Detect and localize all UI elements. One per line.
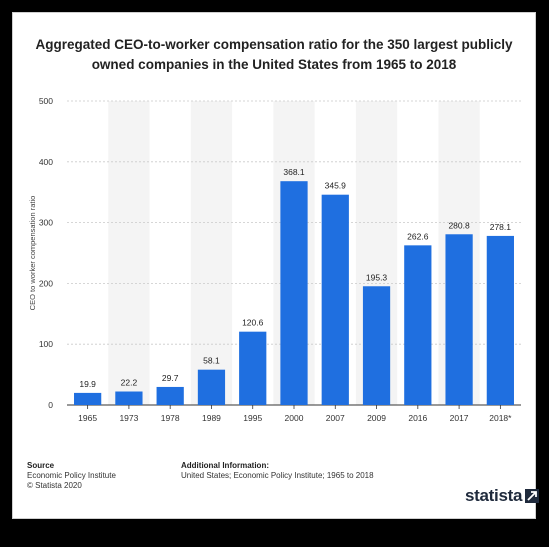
x-tick-label: 1965 bbox=[78, 413, 97, 423]
y-tick-label: 200 bbox=[39, 278, 53, 288]
source-block: Source Economic Policy Institute © Stati… bbox=[27, 461, 116, 491]
bar bbox=[486, 235, 514, 405]
bar bbox=[404, 245, 432, 405]
additional-info-block: Additional Information: United States; E… bbox=[181, 461, 374, 481]
source-label: Source bbox=[27, 461, 55, 470]
x-tick-label: 1989 bbox=[202, 413, 221, 423]
bar bbox=[280, 181, 308, 405]
source-line-2: © Statista 2020 bbox=[27, 481, 82, 490]
bar bbox=[74, 392, 102, 405]
additional-info-text: United States; Economic Policy Institute… bbox=[181, 471, 374, 480]
bar-value-label: 262.6 bbox=[407, 231, 429, 241]
x-tick-label: 1995 bbox=[243, 413, 262, 423]
y-tick-label: 400 bbox=[39, 157, 53, 167]
bar-value-label: 19.9 bbox=[79, 379, 96, 389]
statista-logo-text: statista bbox=[465, 486, 523, 505]
column-band bbox=[108, 101, 150, 405]
x-tick-label: 2000 bbox=[285, 413, 304, 423]
x-tick-label: 2016 bbox=[408, 413, 427, 423]
bar bbox=[445, 234, 473, 405]
y-tick-label: 500 bbox=[39, 96, 53, 106]
x-tick-label: 2007 bbox=[326, 413, 345, 423]
bar bbox=[321, 194, 349, 405]
x-tick-label: 1978 bbox=[161, 413, 180, 423]
bar-chart: 0 100 200 300 400 500 CEO to worker compensati… bbox=[28, 96, 521, 423]
x-tick-label: 2009 bbox=[367, 413, 386, 423]
y-tick-label: 0 bbox=[48, 400, 53, 410]
x-tick-label: 2017 bbox=[450, 413, 469, 423]
bar bbox=[115, 391, 143, 405]
x-tick-label: 1973 bbox=[119, 413, 138, 423]
x-tick-label: 2018* bbox=[489, 413, 512, 423]
bar-value-label: 195.3 bbox=[366, 272, 388, 282]
chart-card: Aggregated CEO-to-worker compensation ra… bbox=[12, 12, 540, 519]
bar bbox=[156, 386, 184, 405]
chart-title: Aggregated CEO-to-worker compensation ra… bbox=[35, 37, 513, 72]
bar-value-label: 368.1 bbox=[283, 167, 305, 177]
bar-value-label: 120.6 bbox=[242, 318, 264, 328]
bar-value-label: 22.2 bbox=[121, 378, 138, 388]
column-band bbox=[190, 101, 233, 405]
bar bbox=[239, 331, 267, 405]
y-tick-label: 300 bbox=[39, 218, 53, 228]
bar-value-label: 280.8 bbox=[448, 220, 470, 230]
additional-info-label: Additional Information: bbox=[181, 461, 269, 470]
bar-value-label: 58.1 bbox=[203, 356, 220, 366]
bar-value-label: 29.7 bbox=[162, 373, 179, 383]
bar-value-label: 278.1 bbox=[490, 222, 512, 232]
source-line-1: Economic Policy Institute bbox=[27, 471, 116, 480]
bar-value-label: 345.9 bbox=[325, 181, 347, 191]
statista-arrow-icon bbox=[525, 489, 540, 503]
y-tick-label: 100 bbox=[39, 339, 53, 349]
bar bbox=[197, 369, 226, 405]
bar bbox=[362, 286, 391, 405]
y-axis-title: CEO to worker compensation ratio bbox=[28, 196, 37, 311]
statista-logo[interactable]: statista bbox=[465, 485, 540, 507]
